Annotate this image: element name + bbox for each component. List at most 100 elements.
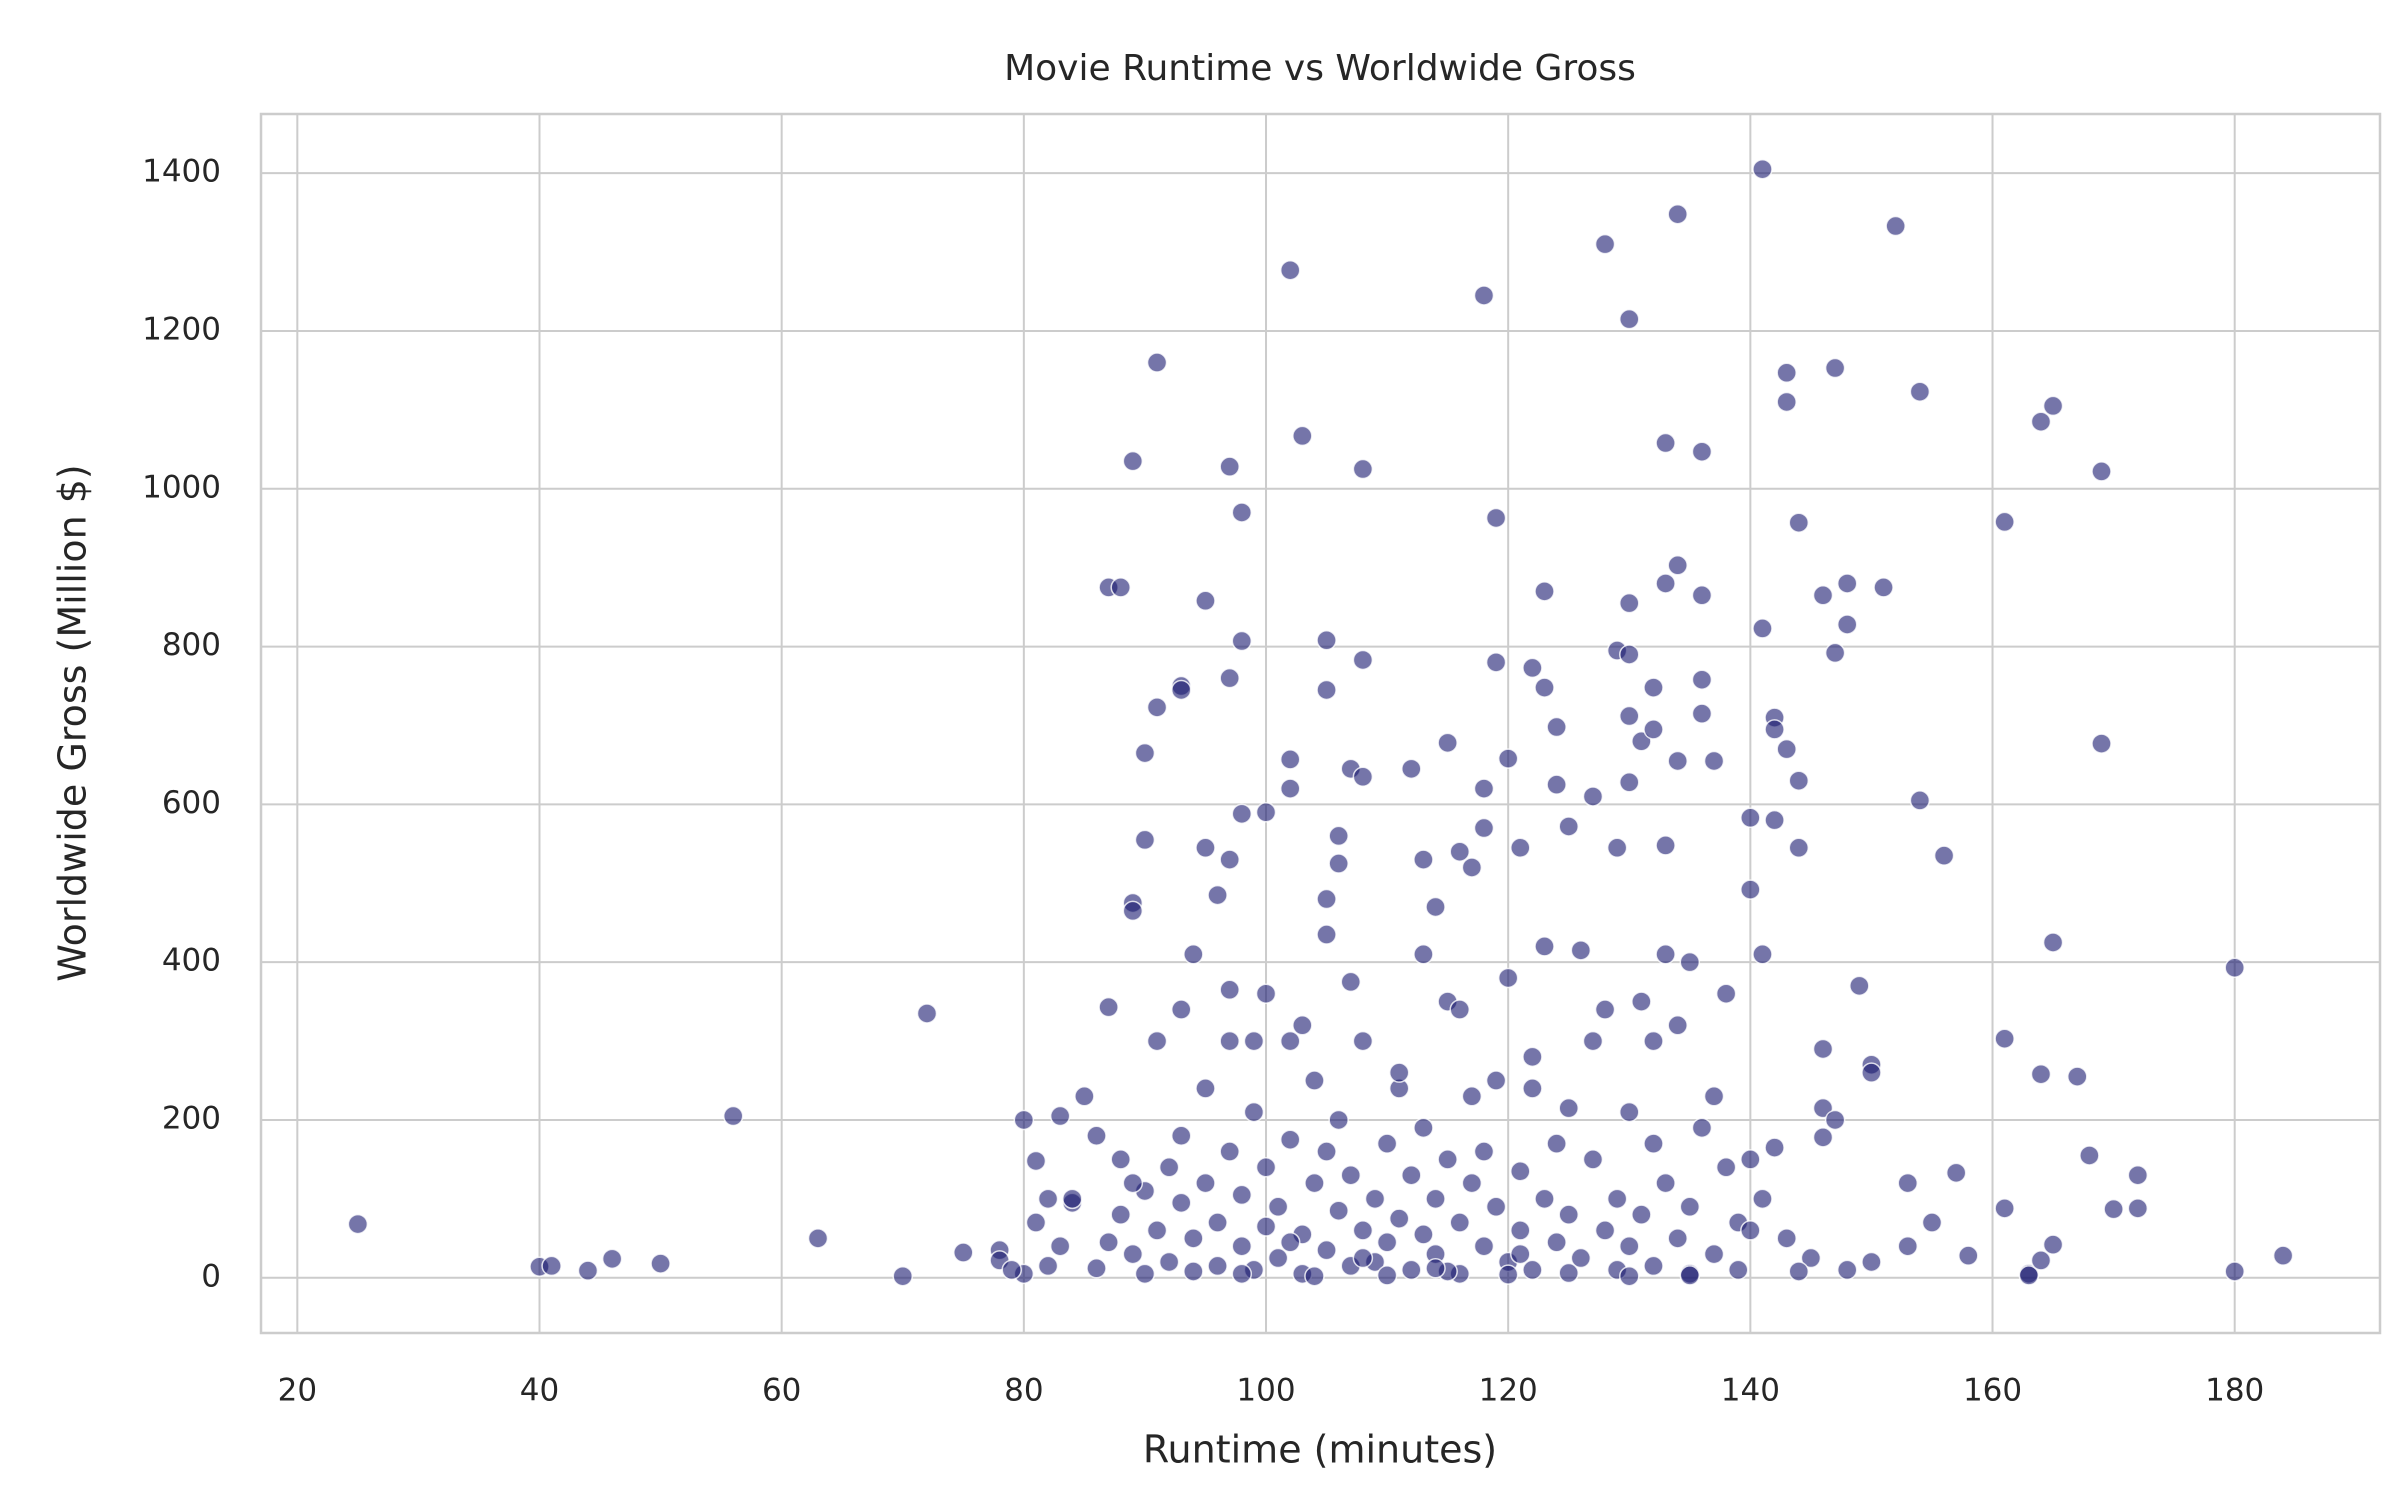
- data-point: [1195, 1078, 1216, 1099]
- data-point: [1207, 884, 1228, 906]
- data-point: [1437, 732, 1458, 754]
- data-point: [722, 1105, 744, 1127]
- data-point: [1376, 1232, 1398, 1253]
- data-point: [1195, 837, 1216, 859]
- data-point: [1279, 1232, 1301, 1253]
- data-point: [1062, 1188, 1083, 1210]
- data-point: [1279, 1129, 1301, 1150]
- data-point: [1304, 1265, 1325, 1287]
- data-point: [1691, 585, 1713, 606]
- data-point: [1413, 849, 1434, 870]
- data-point: [2103, 1198, 2124, 1220]
- data-point: [1619, 772, 1640, 793]
- data-point: [1328, 1109, 1349, 1131]
- y-tick-label: 1200: [142, 311, 221, 347]
- data-point: [1049, 1235, 1071, 1257]
- data-point: [1388, 1208, 1410, 1229]
- data-point: [1897, 1172, 1919, 1194]
- data-point: [1582, 1030, 1604, 1052]
- data-point: [1437, 1149, 1458, 1170]
- data-point: [1461, 1086, 1483, 1107]
- data-point: [1110, 577, 1131, 598]
- data-point: [2224, 1261, 2245, 1282]
- data-point: [1352, 766, 1374, 788]
- data-point: [1606, 837, 1628, 859]
- data-point: [1267, 1196, 1289, 1218]
- data-point: [1413, 1117, 1434, 1139]
- data-point: [1413, 944, 1434, 965]
- data-point: [1849, 975, 1870, 997]
- data-point: [1122, 900, 1144, 922]
- data-point: [1619, 1265, 1640, 1287]
- data-point: [1776, 362, 1797, 384]
- data-point: [1304, 1172, 1325, 1194]
- data-point: [1824, 357, 1846, 379]
- data-point: [1146, 352, 1168, 373]
- x-tick-label: 20: [278, 1373, 317, 1409]
- data-point: [1352, 1220, 1374, 1241]
- data-point: [1086, 1125, 1107, 1147]
- data-point: [1703, 750, 1725, 772]
- data-point: [2030, 1063, 2052, 1085]
- data-point: [1255, 1216, 1277, 1237]
- data-point: [1667, 1228, 1688, 1249]
- data-point: [1171, 1125, 1192, 1147]
- data-point: [1812, 1127, 1834, 1148]
- data-point: [1691, 1117, 1713, 1139]
- data-point: [1376, 1133, 1398, 1154]
- data-point: [1231, 502, 1253, 523]
- data-point: [1146, 697, 1168, 718]
- data-point: [1715, 983, 1737, 1004]
- data-point: [2091, 461, 2112, 482]
- data-point: [1461, 1172, 1483, 1194]
- data-point: [1546, 716, 1567, 738]
- data-point: [1691, 441, 1713, 462]
- data-point: [1776, 738, 1797, 760]
- data-point: [2224, 957, 2245, 978]
- data-point: [1582, 1149, 1604, 1170]
- data-point: [1643, 719, 1664, 740]
- data-point: [601, 1248, 623, 1270]
- data-point: [2030, 1250, 2052, 1271]
- data-point: [1522, 657, 1543, 679]
- data-point: [1473, 817, 1495, 839]
- data-point: [1534, 581, 1555, 602]
- data-point: [1510, 1161, 1531, 1182]
- data-point: [1183, 1261, 1204, 1282]
- data-point: [1134, 742, 1156, 764]
- data-point: [1171, 999, 1192, 1020]
- data-point: [1243, 1101, 1265, 1123]
- data-point: [1945, 1162, 1967, 1184]
- data-point: [1473, 778, 1495, 799]
- data-point: [1122, 1243, 1144, 1265]
- data-point: [1631, 1204, 1652, 1225]
- data-point: [916, 1003, 938, 1024]
- data-point: [1764, 719, 1785, 740]
- data-point: [1098, 996, 1119, 1018]
- data-point: [1558, 1204, 1579, 1225]
- data-point: [1667, 203, 1688, 225]
- data-point: [1304, 1070, 1325, 1091]
- data-point: [1727, 1259, 1749, 1281]
- data-point: [1485, 1196, 1507, 1218]
- data-point: [1510, 1220, 1531, 1241]
- data-point: [1279, 1030, 1301, 1052]
- data-point: [1788, 770, 1810, 791]
- data-point: [1328, 825, 1349, 847]
- data-point: [650, 1253, 671, 1274]
- data-point: [1643, 677, 1664, 698]
- data-point: [1788, 1261, 1810, 1282]
- data-point: [1146, 1220, 1168, 1241]
- data-point: [1316, 924, 1337, 945]
- data-point: [1994, 1198, 2015, 1219]
- data-point: [1691, 669, 1713, 690]
- data-point: [1679, 1196, 1701, 1218]
- data-point: [1994, 511, 2015, 533]
- y-tick-label: 0: [201, 1258, 221, 1294]
- data-point: [1812, 1038, 1834, 1060]
- data-point: [1958, 1245, 1979, 1266]
- x-tick-label: 180: [2205, 1373, 2264, 1409]
- data-point: [1703, 1086, 1725, 1107]
- data-point: [1667, 750, 1688, 772]
- data-point: [1231, 803, 1253, 825]
